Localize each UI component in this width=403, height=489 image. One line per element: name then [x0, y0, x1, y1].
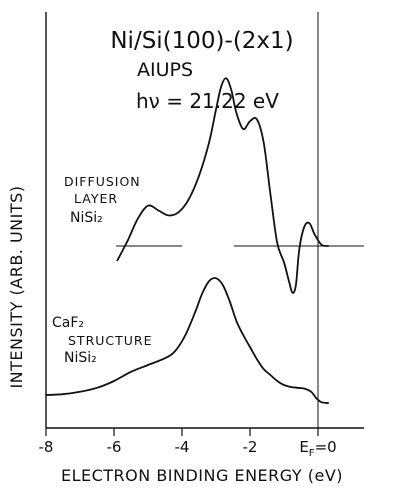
x-tick-label-4: -2 — [243, 438, 258, 456]
x-tick-label-2: -6 — [107, 438, 122, 456]
title-line-1: Ni/Si(100)-(2x1) — [110, 28, 293, 54]
fermi-label-main: E — [299, 438, 308, 456]
title-line-2: AIUPS — [137, 59, 193, 81]
x-tick-label-3: -4 — [175, 438, 190, 456]
plot-frame — [45, 12, 364, 429]
series-1-label-line-1: DIFFUSION — [64, 174, 141, 189]
x-axis-ticks — [45, 428, 319, 436]
series-1-line — [116, 77, 330, 294]
fermi-label-tail: =0 — [315, 438, 337, 456]
series-2-label-line-2: STRUCTURE — [68, 333, 153, 348]
x-tick-label-fermi: EF=0 — [299, 438, 336, 459]
series-1-label-line-2: LAYER — [74, 191, 118, 206]
title-line-3: hν = 21.22 eV — [136, 89, 279, 113]
series-1-label-line-3: NiSi₂ — [70, 210, 103, 226]
series-2-line — [45, 277, 330, 404]
y-axis-label: INTENSITY (ARB. UNITS) — [7, 185, 26, 388]
series-2-label-line-1: CaF₂ — [52, 315, 84, 331]
x-tick-label-1: -8 — [39, 438, 54, 456]
x-axis-label: ELECTRON BINDING ENERGY (eV) — [61, 466, 343, 485]
fermi-label-sub: F — [309, 448, 315, 459]
series-2-label-line-3: NiSi₂ — [64, 350, 97, 366]
